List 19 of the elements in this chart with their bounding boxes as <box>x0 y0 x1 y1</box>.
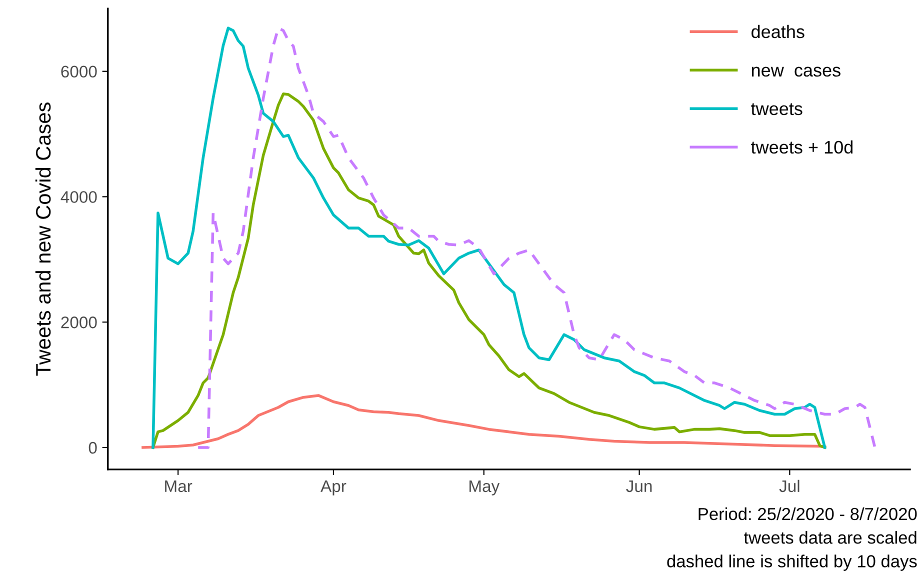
legend-label: new cases <box>752 66 840 77</box>
line-series <box>152 92 826 449</box>
x-tick-label: Jun <box>626 480 652 492</box>
x-tick-label: Mar <box>165 480 192 492</box>
line-series <box>142 394 826 449</box>
y-tick-label: 2000 <box>61 316 97 328</box>
y-tick-label: 0 <box>88 442 97 454</box>
legend-label: tweets <box>751 103 802 116</box>
text: dashed line is shifted by 10 days <box>667 554 917 571</box>
text: tweets data are scaled <box>744 531 916 544</box>
y-tick-label: 4000 <box>60 191 97 203</box>
x-tick-label: May <box>470 480 500 496</box>
legend-label: tweets + 10d <box>751 140 852 154</box>
x-tick-label: Jul <box>779 480 800 492</box>
y-axis-title: Tweets and new Covid Cases <box>35 102 51 376</box>
x-tick-label: Apr <box>320 480 346 496</box>
legend-label: deaths <box>752 24 804 38</box>
text: Period: 25/2/2020 - 8/7/2020 <box>698 507 917 520</box>
y-tick-label: 6000 <box>61 66 97 78</box>
